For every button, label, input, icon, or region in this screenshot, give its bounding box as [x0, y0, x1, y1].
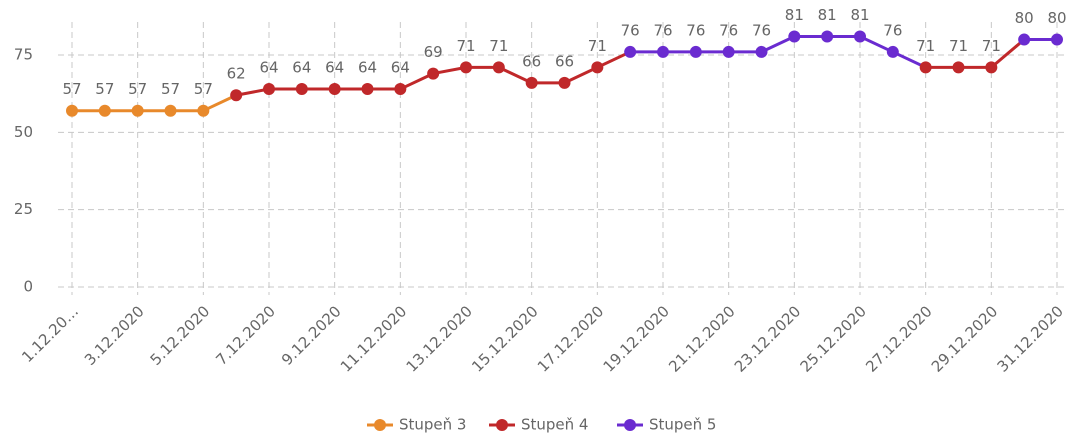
x-tick-label: 7.12.2020: [212, 302, 279, 369]
point: [460, 61, 472, 74]
point: [591, 61, 604, 74]
data-label: 80: [1015, 9, 1034, 27]
point: [854, 30, 866, 43]
point: [131, 104, 144, 117]
point: [295, 83, 308, 96]
data-label: 62: [227, 65, 246, 83]
point: [427, 67, 440, 80]
legend-item: Stupeň 3: [367, 416, 466, 434]
data-label: 80: [1047, 9, 1066, 27]
data-label: 57: [128, 80, 147, 98]
point: [98, 104, 111, 117]
x-tick-label: 17.12.2020: [534, 302, 607, 375]
legend-marker: [624, 419, 636, 431]
point: [492, 61, 505, 74]
point: [230, 89, 243, 102]
legend-item: Stupeň 4: [489, 416, 588, 434]
x-tick-label: 23.12.2020: [731, 302, 804, 375]
data-label: 57: [62, 80, 81, 98]
point: [197, 104, 210, 117]
point: [657, 45, 669, 58]
y-tick-label: 25: [14, 200, 33, 218]
point: [164, 104, 177, 117]
point: [361, 83, 374, 96]
point: [1051, 33, 1063, 46]
y-tick-label: 50: [14, 123, 33, 141]
x-tick-label: 5.12.2020: [147, 302, 214, 369]
x-tick-label: 15.12.2020: [468, 302, 541, 375]
data-label: 76: [752, 21, 771, 39]
data-label: 76: [719, 21, 738, 39]
legend-marker: [374, 419, 386, 431]
data-label: 57: [95, 80, 114, 98]
data-label: 76: [653, 21, 672, 39]
x-tick-label: 13.12.2020: [403, 302, 476, 375]
data-label: 76: [621, 21, 640, 39]
point: [722, 45, 735, 58]
data-label: 81: [785, 6, 804, 24]
point: [821, 30, 834, 43]
data-label: 64: [358, 59, 377, 77]
connector: [596, 50, 631, 69]
data-label: 71: [949, 37, 968, 55]
point: [952, 61, 965, 74]
data-label: 76: [686, 21, 705, 39]
x-tick-label: 31.12.2020: [994, 302, 1067, 375]
data-label: 64: [325, 59, 344, 77]
x-tick-label: 19.12.2020: [600, 302, 673, 375]
point: [886, 45, 899, 58]
connector: [990, 38, 1026, 69]
x-tick-label: 3.12.2020: [81, 302, 148, 369]
point: [788, 30, 801, 43]
point: [558, 76, 571, 89]
data-label: 64: [259, 59, 278, 77]
legend-item: Stupeň 5: [617, 416, 716, 434]
point: [263, 83, 275, 96]
data-label: 81: [850, 6, 869, 24]
data-label: 69: [424, 43, 443, 61]
point: [985, 61, 998, 74]
legend-label: Stupeň 5: [649, 416, 716, 434]
data-label: 66: [522, 52, 541, 70]
y-tick-label: 75: [14, 46, 33, 64]
connector: [892, 50, 927, 69]
point: [1018, 33, 1031, 46]
x-tick-label: 9.12.2020: [278, 302, 345, 369]
data-label: 66: [555, 52, 574, 70]
data-label: 57: [161, 80, 180, 98]
legend-label: Stupeň 3: [399, 416, 466, 434]
point: [624, 45, 637, 58]
point: [919, 61, 932, 74]
x-tick-label: 1.12.20…: [18, 302, 82, 366]
point: [66, 104, 78, 117]
data-label: 71: [588, 37, 607, 55]
connector: [202, 93, 237, 113]
data-label: 71: [489, 37, 508, 55]
data-label: 57: [194, 80, 213, 98]
point: [328, 83, 341, 96]
point: [755, 45, 768, 58]
data-label: 64: [292, 59, 311, 77]
data-label: 81: [818, 6, 837, 24]
x-tick-label: 27.12.2020: [862, 302, 935, 375]
legend-label: Stupeň 4: [521, 416, 588, 434]
data-label: 71: [456, 37, 475, 55]
x-tick-label: 29.12.2020: [928, 302, 1001, 375]
data-label: 71: [916, 37, 935, 55]
point: [394, 83, 407, 96]
legend-marker: [496, 419, 508, 431]
y-tick-label: 0: [23, 278, 33, 296]
x-tick-label: 25.12.2020: [797, 302, 870, 375]
point: [689, 45, 702, 58]
data-label: 76: [883, 21, 902, 39]
series-line: [235, 65, 598, 97]
x-tick-label: 21.12.2020: [665, 302, 738, 375]
data-label: 64: [391, 59, 410, 77]
point: [525, 76, 538, 89]
x-tick-label: 11.12.2020: [337, 302, 410, 375]
data-label: 71: [982, 37, 1001, 55]
